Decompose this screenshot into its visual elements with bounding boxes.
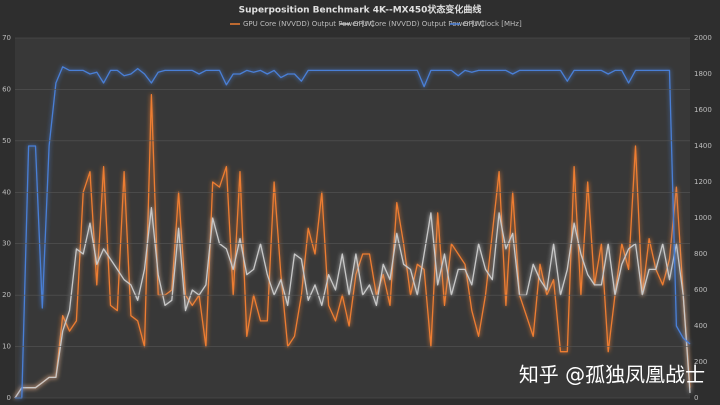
y-tick-label: 20: [2, 291, 11, 299]
y2-tick-label: 400: [694, 322, 707, 330]
y2-tick-label: 1400: [694, 142, 712, 150]
y-tick-label: 10: [2, 343, 11, 351]
y2-tick-label: 2000: [694, 34, 712, 42]
y2-tick-label: 1600: [694, 106, 712, 114]
chart-title: Superposition Benchmark 4K--MX450状态变化曲线: [239, 4, 482, 16]
y2-tick-label: 1200: [694, 178, 712, 186]
y2-tick-label: 0: [694, 394, 698, 402]
y-tick-label: 70: [2, 34, 11, 42]
watermark: 知乎 @孤独凤凰战士: [519, 363, 705, 387]
y-tick-label: 60: [2, 85, 11, 93]
y2-tick-label: 1800: [694, 70, 712, 78]
y2-tick-label: 200: [694, 358, 707, 366]
plot-area: [15, 38, 690, 398]
y-tick-label: 50: [2, 137, 11, 145]
y2-tick-label: 600: [694, 286, 707, 294]
y-tick-label: 0: [7, 394, 11, 402]
y-tick-label: 40: [2, 188, 11, 196]
series-line: [14, 207, 691, 399]
y-tick-label: 30: [2, 240, 11, 248]
y2-tick-label: 1000: [694, 214, 712, 222]
series-line: [15, 66, 691, 399]
legend-label: GPU Core (NVVDD) Output Power [W]: [243, 20, 374, 28]
y2-tick-label: 800: [694, 250, 707, 258]
legend-label: GPU Clock [MHz]: [463, 20, 522, 28]
legend-label: GPU Core (NVVDD) Output Power [W]: [353, 20, 484, 28]
